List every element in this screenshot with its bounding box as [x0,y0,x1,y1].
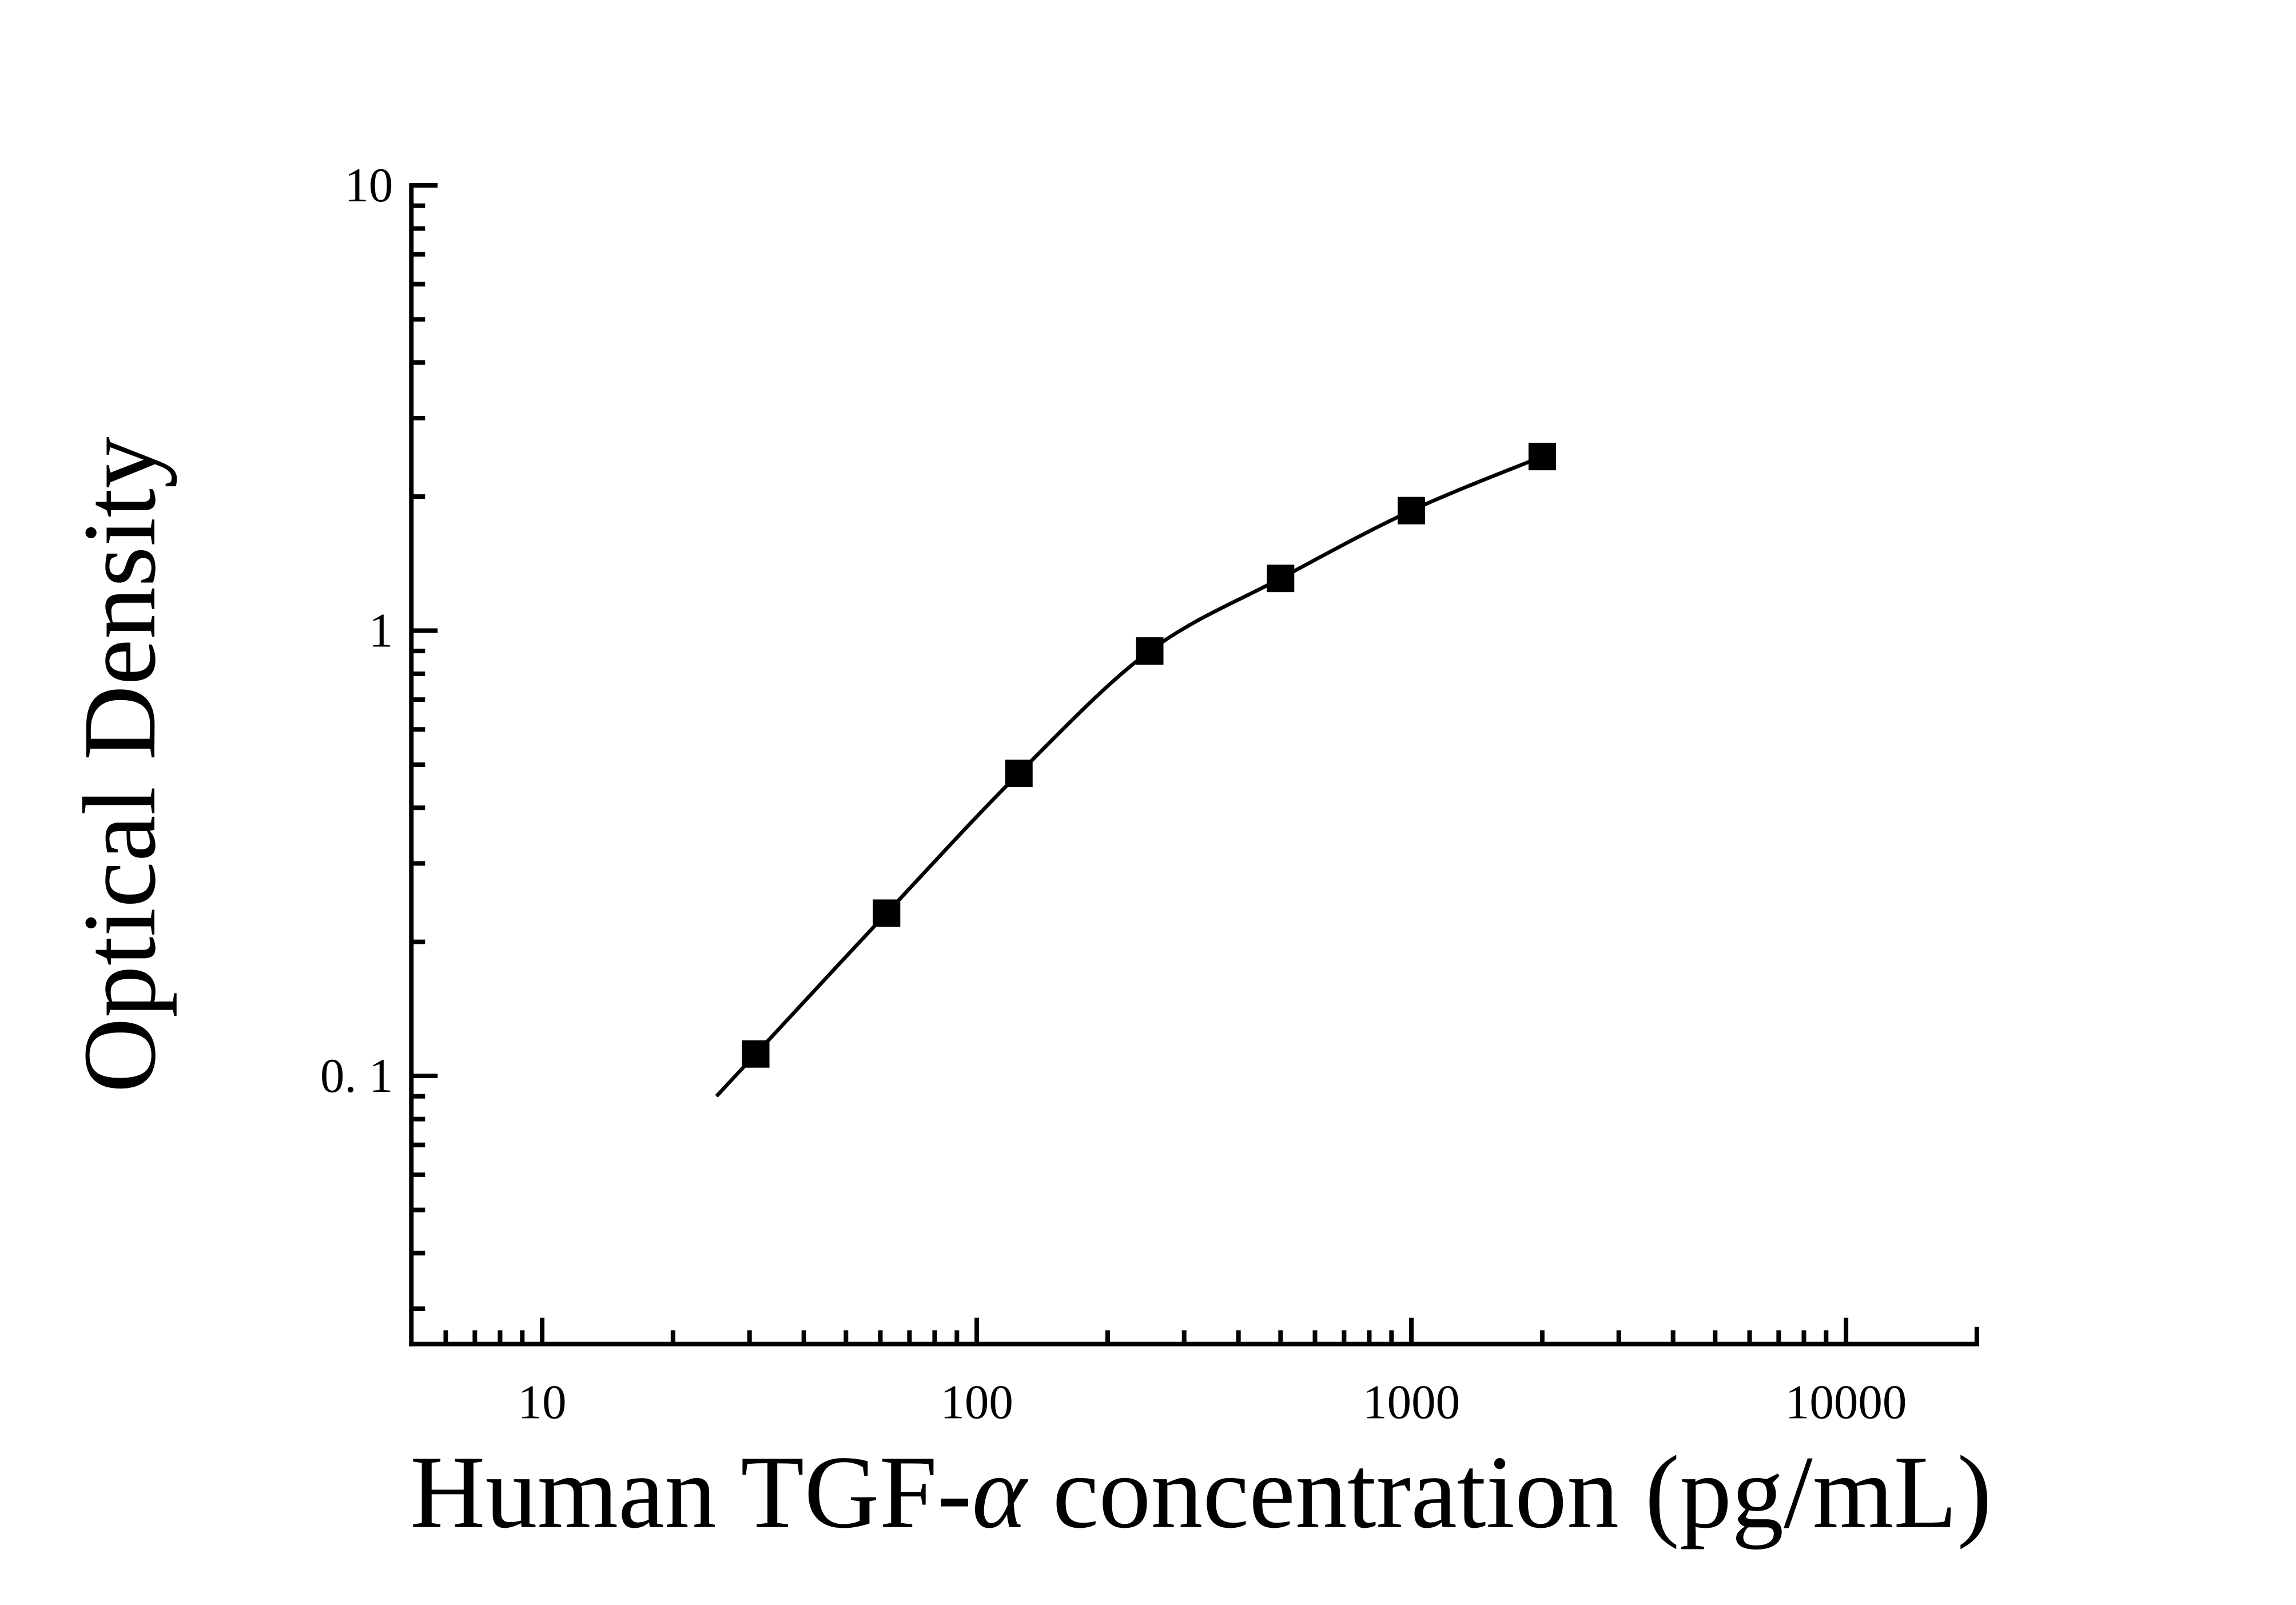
svg-text:100: 100 [940,1376,1013,1429]
svg-text:1000: 1000 [1363,1376,1460,1429]
svg-text:10000: 10000 [1785,1376,1907,1429]
svg-text:10: 10 [344,158,393,212]
svg-text:0. 1: 0. 1 [320,1049,393,1103]
svg-text:10: 10 [518,1376,567,1429]
svg-text:Human TGF-α concentration (pg/: Human TGF-α concentration (pg/mL) [410,1435,1992,1550]
svg-text:Optical Density: Optical Density [62,436,177,1092]
svg-text:1: 1 [369,604,393,658]
